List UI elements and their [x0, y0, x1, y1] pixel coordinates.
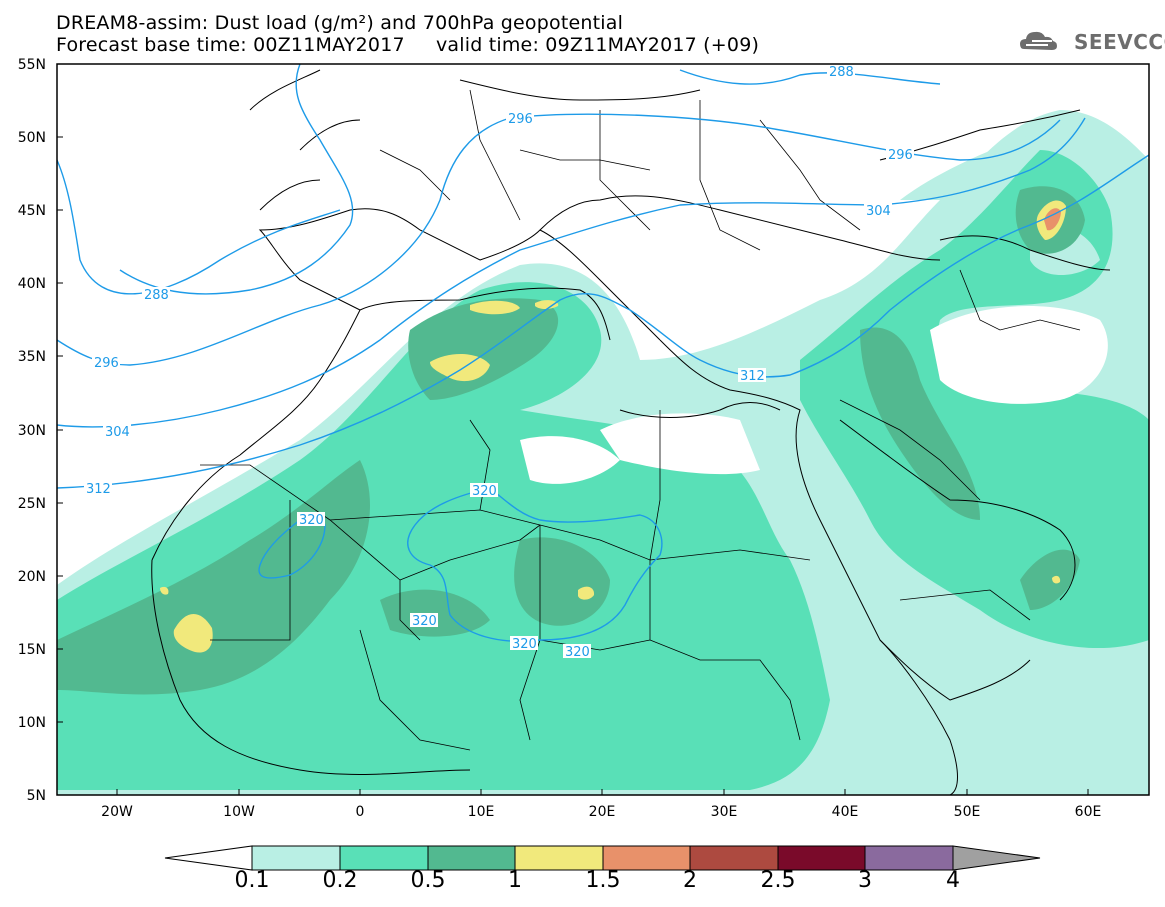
cloud-logo-icon	[1020, 31, 1057, 50]
contour-label: 320	[472, 484, 497, 499]
lat-label: 30N	[18, 423, 46, 439]
colorbar-label: 0.1	[234, 868, 270, 893]
colorbar-label: 2	[683, 868, 697, 893]
colorbar-max-arrow	[952, 845, 1041, 871]
contour-label: 312	[86, 482, 111, 497]
contour-label: 304	[866, 204, 891, 219]
colorbar-label: 1.5	[585, 868, 621, 893]
country-borders	[200, 89, 1081, 751]
colorbar-swatch	[427, 845, 516, 871]
dust-region-1	[173, 613, 213, 653]
colorbar	[164, 845, 1041, 871]
lat-label: 40N	[18, 276, 46, 292]
lon-label: 60E	[1075, 804, 1102, 820]
lat-label: 10N	[18, 715, 46, 731]
contour-label: 304	[105, 425, 130, 440]
lat-label: 55N	[18, 57, 46, 73]
lat-label: 20N	[18, 569, 46, 585]
contour-label: 320	[512, 637, 537, 652]
contour-label: 296	[94, 356, 119, 371]
lon-label: 50E	[954, 804, 981, 820]
contour-label: 320	[565, 645, 590, 660]
lon-ticks	[116, 789, 1089, 795]
lat-label: 45N	[18, 203, 46, 219]
lon-labels: 20W 10W 0 10E 20E 30E 40E 50E 60E	[101, 804, 1101, 820]
lon-label: 20W	[101, 804, 133, 820]
colorbar-label: 2.5	[760, 868, 796, 893]
colorbar-swatch	[602, 845, 691, 871]
colorbar-label: 1	[508, 868, 522, 893]
coastlines	[151, 69, 1111, 795]
lat-labels: 55N 50N 45N 40N 35N 30N 25N 20N 15N 10N …	[18, 57, 46, 804]
dust-field: 288 296 296 304 312 320 288 296 304 312 …	[57, 64, 1149, 795]
contour-label: 320	[412, 614, 437, 629]
dust-region-1.5	[1044, 208, 1061, 231]
geopotential-contours	[57, 64, 1149, 642]
contour-label: 296	[888, 148, 913, 163]
colorbar-swatch	[689, 845, 779, 871]
colorbar-label: 3	[858, 868, 872, 893]
colorbar-label: 0.2	[322, 868, 358, 893]
contour-label: 288	[829, 65, 854, 80]
colorbar-min-arrow	[164, 845, 253, 871]
lat-label: 50N	[18, 130, 46, 146]
lon-label: 30E	[711, 804, 738, 820]
colorbar-swatch	[339, 845, 429, 871]
lon-label: 40E	[832, 804, 859, 820]
contour-labels: 288 296 296 304 312 320 288 296 304 312 …	[84, 64, 914, 660]
lat-label: 25N	[18, 496, 46, 512]
map-title: DREAM8-assim: Dust load (g/m²) and 700hP…	[56, 12, 624, 34]
colorbar-swatch	[251, 845, 341, 871]
colorbar-swatch	[777, 845, 866, 871]
lon-label: 10E	[468, 804, 495, 820]
lat-label: 5N	[27, 788, 46, 804]
colorbar-swatch	[514, 845, 604, 871]
colorbar-label: 4	[946, 868, 960, 893]
contour-label: 288	[144, 288, 169, 303]
lat-ticks	[57, 63, 63, 796]
dust-region-0.5	[57, 460, 370, 695]
lat-label: 15N	[18, 642, 46, 658]
seevccc-logo: SEEVCCC	[1074, 30, 1165, 54]
colorbar-swatch	[864, 845, 954, 871]
lon-label: 10W	[223, 804, 255, 820]
contour-label: 296	[508, 112, 533, 127]
contour-label: 312	[740, 369, 765, 384]
forecast-time-line: Forecast base time: 00Z11MAY2017 valid t…	[56, 34, 760, 56]
lon-label: 0	[356, 804, 365, 820]
colorbar-label: 0.5	[410, 868, 446, 893]
contour-label: 320	[299, 513, 324, 528]
lon-label: 20E	[589, 804, 616, 820]
lat-label: 35N	[18, 349, 46, 365]
